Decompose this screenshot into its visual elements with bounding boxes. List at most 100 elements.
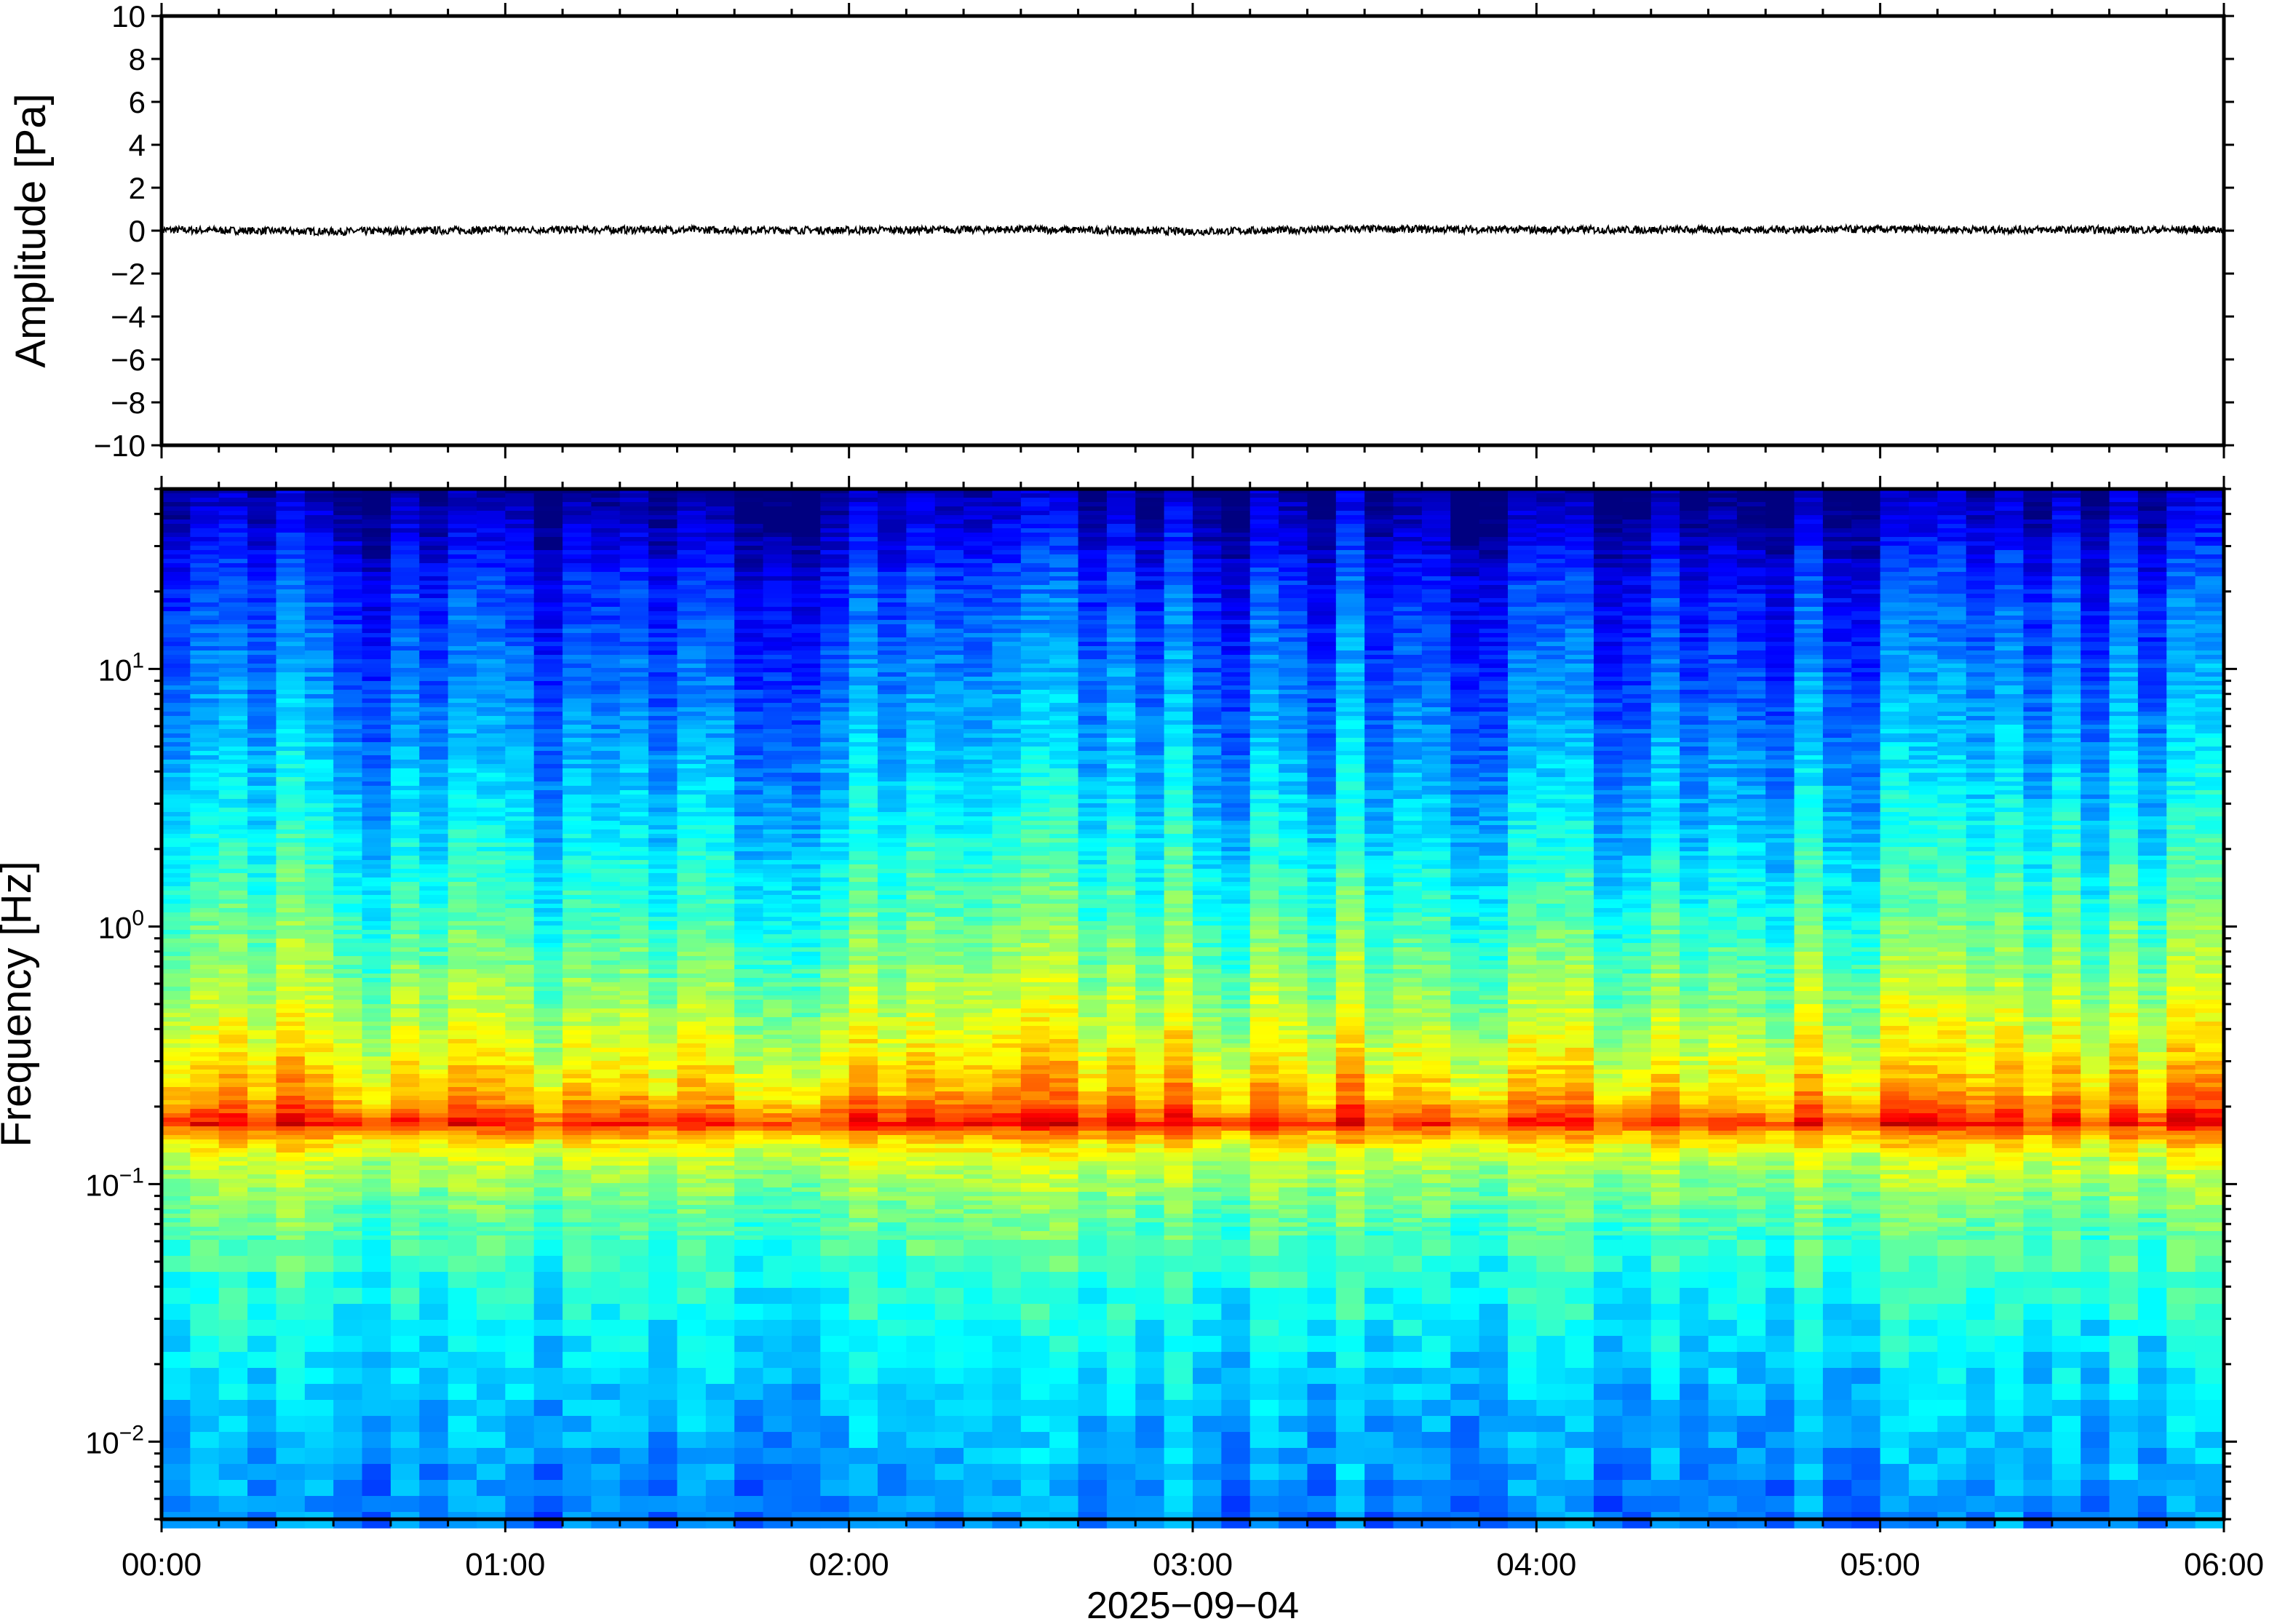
spectrogram-cell	[419, 821, 449, 826]
spectrogram-cell	[333, 1126, 363, 1131]
spectrogram-cell	[563, 1030, 592, 1035]
spectrogram-cell	[419, 1139, 449, 1145]
spectrogram-cell	[390, 616, 420, 621]
spectrogram-cell	[791, 572, 821, 577]
spectrogram-cell	[734, 1078, 764, 1083]
spectrogram-cell	[849, 1144, 878, 1149]
spectrogram-cell	[849, 1416, 878, 1433]
spectrogram-cell	[476, 703, 506, 708]
spectrogram-cell	[190, 812, 220, 817]
spectrogram-cell	[304, 515, 334, 520]
spectrogram-cell	[791, 1148, 821, 1153]
spectrogram-cell	[162, 1104, 191, 1110]
spectrogram-cell	[190, 489, 220, 494]
spectrogram-cell	[162, 1179, 191, 1184]
spectrogram-cell	[304, 668, 334, 673]
spectrogram-cell	[648, 629, 678, 634]
spectrogram-cell	[304, 904, 334, 909]
spectrogram-cell	[419, 1192, 449, 1197]
spectrogram-cell	[619, 694, 649, 699]
spectrogram-cell	[533, 716, 563, 721]
spectrogram-cell	[705, 847, 735, 852]
spectrogram-cell	[878, 908, 907, 913]
spectrogram-cell	[849, 1240, 878, 1257]
spectrogram-cell	[533, 891, 563, 896]
spectrogram-cell	[533, 1056, 563, 1062]
spectrogram-cell	[763, 729, 792, 734]
spectrogram-cell	[533, 908, 563, 913]
spectrogram-cell	[448, 502, 477, 507]
spectrogram-cell	[878, 838, 907, 843]
spectrogram-cell	[276, 1083, 306, 1088]
spectrogram-cell	[591, 498, 621, 503]
spectrogram-cell	[304, 550, 334, 555]
spectrogram-cell	[419, 747, 449, 752]
spectrogram-cell	[763, 1496, 792, 1513]
spectrogram-cell	[333, 502, 363, 507]
spectrogram-cell	[791, 1400, 821, 1417]
spectrogram-cell	[476, 533, 506, 538]
spectrogram-cell	[190, 550, 220, 555]
spectrogram-cell	[362, 1087, 392, 1092]
spectrogram-cell	[849, 568, 878, 573]
spectrogram-cell	[247, 1166, 277, 1171]
spectrogram-cell	[849, 1122, 878, 1127]
spectrogram-cell	[304, 1096, 334, 1101]
spectrogram-cell	[705, 1256, 735, 1273]
spectrogram-cell	[705, 1170, 735, 1175]
spectrogram-cell	[190, 1131, 220, 1136]
spectrogram-cell	[304, 646, 334, 651]
spectrogram-cell	[878, 729, 907, 734]
spectrogram-cell	[276, 1192, 306, 1197]
spectrogram-cell	[162, 781, 191, 787]
spectrogram-cell	[791, 873, 821, 878]
spectrogram-cell	[476, 1061, 506, 1066]
spectrogram-cell	[820, 860, 850, 865]
spectrogram-cell	[563, 650, 592, 656]
spectrogram-cell	[563, 790, 592, 795]
spectrogram-cell	[304, 659, 334, 664]
spectrogram-cell	[276, 821, 306, 826]
spectrogram-cell	[878, 646, 907, 651]
spectrogram-cell	[677, 952, 707, 957]
spectrogram-cell	[390, 1464, 420, 1481]
spectrogram-cell	[763, 939, 792, 944]
spectrogram-cell	[677, 489, 707, 494]
spectrogram-cell	[763, 777, 792, 782]
spectrogram-cell	[533, 528, 563, 533]
spectrogram-cell	[362, 1227, 392, 1232]
spectrogram-cell	[677, 1288, 707, 1305]
spectrogram-cell	[591, 755, 621, 760]
spectrogram-cell	[878, 891, 907, 896]
spectrogram-cell	[390, 528, 420, 533]
spectrogram-cell	[247, 825, 277, 830]
spectrogram-cell	[763, 1004, 792, 1009]
spectrogram-cell	[563, 1004, 592, 1009]
spectrogram-cell	[476, 1104, 506, 1110]
spectrogram-cell	[791, 646, 821, 651]
spectrogram-cell	[734, 781, 764, 787]
spectrogram-cell	[677, 1384, 707, 1401]
spectrogram-cell	[791, 637, 821, 642]
spectrogram-cell	[677, 1157, 707, 1162]
spectrogram-cell	[390, 537, 420, 542]
spectrogram-cell	[448, 825, 477, 830]
spectrogram-cell	[476, 707, 506, 712]
spectrogram-cell	[705, 1017, 735, 1022]
spectrogram-cell	[448, 642, 477, 647]
spectrogram-cell	[162, 729, 191, 734]
spectrogram-cell	[390, 1288, 420, 1305]
spectrogram-cell	[591, 1304, 621, 1321]
spectrogram-cell	[419, 515, 449, 520]
spectrogram-cell	[648, 520, 678, 525]
spectrogram-cell	[419, 1100, 449, 1105]
spectrogram-cell	[247, 899, 277, 904]
spectrogram-cell	[247, 655, 277, 660]
spectrogram-cell	[563, 1043, 592, 1048]
spectrogram-cell	[763, 620, 792, 625]
spectrogram-cell	[247, 991, 277, 996]
spectrogram-cell	[619, 585, 649, 590]
spectrogram-cell	[763, 960, 792, 966]
spectrogram-cell	[448, 506, 477, 512]
spectrogram-cell	[390, 1304, 420, 1321]
